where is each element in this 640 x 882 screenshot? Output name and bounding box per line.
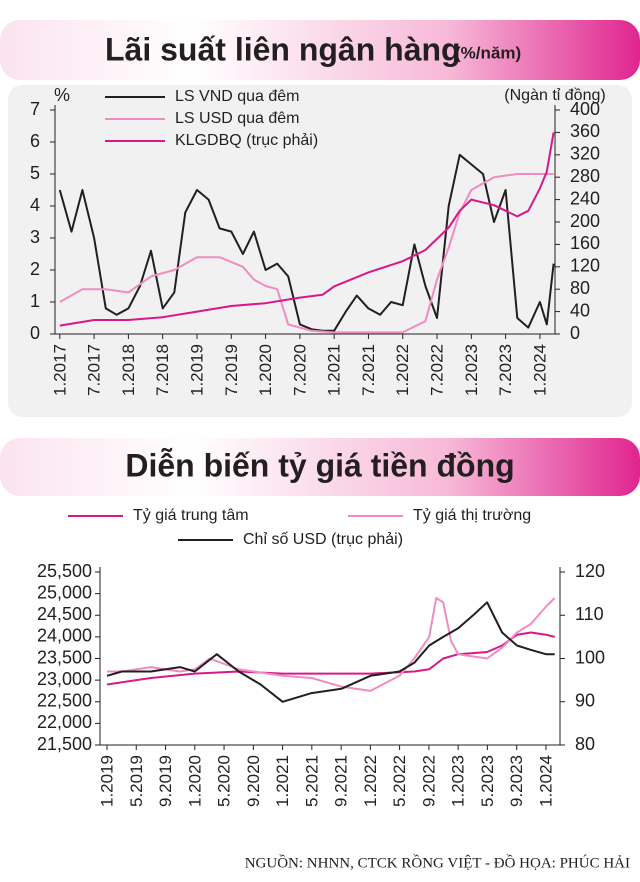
x-tick-label: 1.2019: [98, 755, 117, 807]
y2-axis-label: (Ngàn tỉ đồng): [504, 87, 605, 104]
legend-label: KLGDBQ (trục phải): [175, 132, 318, 149]
series-line: [59, 132, 555, 327]
x-tick-label: 1.2020: [185, 755, 204, 807]
y2-tick-label: 90: [575, 691, 595, 711]
y-tick-label: 23,000: [37, 669, 92, 689]
x-tick-label: 7.2020: [290, 344, 309, 396]
y2-tick-label: 160: [570, 233, 600, 253]
chart-subtitle: (%/năm): [455, 43, 521, 62]
x-tick-label: 1.2017: [50, 344, 69, 396]
x-tick-label: 1.2018: [119, 344, 138, 396]
x-tick-label: 5.2022: [390, 755, 409, 807]
x-tick-label: 9.2023: [507, 755, 526, 807]
x-tick-label: 1.2023: [462, 344, 481, 396]
y2-tick-label: 240: [570, 188, 600, 208]
y2-tick-label: 0: [570, 323, 580, 343]
series-line: [107, 597, 556, 692]
y-tick-label: 2: [30, 259, 40, 279]
x-tick-label: 1.2022: [393, 344, 412, 396]
x-tick-label: 7.2019: [222, 344, 241, 396]
legend-label: Tỷ giá thị trường: [413, 507, 531, 524]
y2-tick-label: 280: [570, 166, 600, 186]
y2-tick-label: 80: [575, 734, 595, 754]
y2-tick-label: 120: [575, 561, 605, 581]
x-tick-label: 5.2021: [302, 755, 321, 807]
y-tick-label: 3: [30, 227, 40, 247]
x-tick-label: 5.2020: [215, 755, 234, 807]
y-tick-label: 5: [30, 163, 40, 183]
y-tick-label: 22,000: [37, 712, 92, 732]
y2-tick-label: 400: [570, 99, 600, 119]
x-tick-label: 7.2022: [428, 344, 447, 396]
y-tick-label: 0: [30, 323, 40, 343]
y-tick-label: 21,500: [37, 734, 92, 754]
y-tick-label: 24,000: [37, 626, 92, 646]
y-tick-label: 7: [30, 99, 40, 119]
x-tick-label: 1.2021: [273, 755, 292, 807]
y-tick-label: 22,500: [37, 691, 92, 711]
x-tick-label: 7.2017: [85, 344, 104, 396]
x-tick-label: 1.2023: [449, 755, 468, 807]
x-tick-label: 7.2018: [153, 344, 172, 396]
y2-tick-label: 200: [570, 211, 600, 231]
y2-tick-label: 320: [570, 144, 600, 164]
legend-label: Chỉ số USD (trục phải): [243, 531, 403, 548]
legend-label: LS USD qua đêm: [175, 110, 300, 127]
y-tick-label: 24,500: [37, 604, 92, 624]
banner: [0, 20, 640, 80]
x-tick-label: 7.2021: [359, 344, 378, 396]
y2-tick-label: 80: [570, 278, 590, 298]
chart-title: Lãi suất liên ngân hàng: [105, 31, 461, 67]
series-line: [58, 153, 555, 332]
x-tick-label: 1.2021: [325, 344, 344, 396]
y-tick-label: 1: [30, 291, 40, 311]
source: NGUỒN: NHNN, CTCK RỒNG VIỆT - ĐỒ HỌA: PH…: [245, 853, 630, 871]
y2-tick-label: 100: [575, 647, 605, 667]
legend-label: LS VND qua đêm: [175, 88, 300, 105]
y2-tick-label: 40: [570, 300, 590, 320]
legend-label: Tỷ giá trung tâm: [133, 507, 249, 524]
series-line: [59, 173, 554, 334]
x-tick-label: 1.2024: [536, 755, 555, 807]
x-tick-label: 5.2019: [127, 755, 146, 807]
y2-tick-label: 360: [570, 121, 600, 141]
y-tick-label: 6: [30, 131, 40, 151]
x-tick-label: 1.2019: [187, 344, 206, 396]
x-tick-label: 5.2023: [478, 755, 497, 807]
series-line: [106, 631, 555, 686]
x-tick-label: 9.2022: [419, 755, 438, 807]
banner: [0, 438, 640, 496]
x-tick-label: 1.2022: [361, 755, 380, 807]
series-line: [106, 601, 555, 703]
chart-title: Diễn biến tỷ giá tiền đồng: [125, 447, 514, 483]
x-tick-label: 9.2019: [156, 755, 175, 807]
y-axis-label: %: [54, 85, 70, 105]
x-tick-label: 1.2024: [530, 344, 549, 396]
y-tick-label: 4: [30, 195, 40, 215]
x-tick-label: 9.2020: [244, 755, 263, 807]
x-tick-label: 1.2020: [256, 344, 275, 396]
y2-tick-label: 120: [570, 256, 600, 276]
y-tick-label: 25,000: [37, 582, 92, 602]
y-tick-label: 25,500: [37, 561, 92, 581]
x-tick-label: 9.2021: [332, 755, 351, 807]
y2-tick-label: 110: [575, 604, 604, 624]
x-tick-label: 7.2023: [496, 344, 515, 396]
y-tick-label: 23,500: [37, 647, 92, 667]
